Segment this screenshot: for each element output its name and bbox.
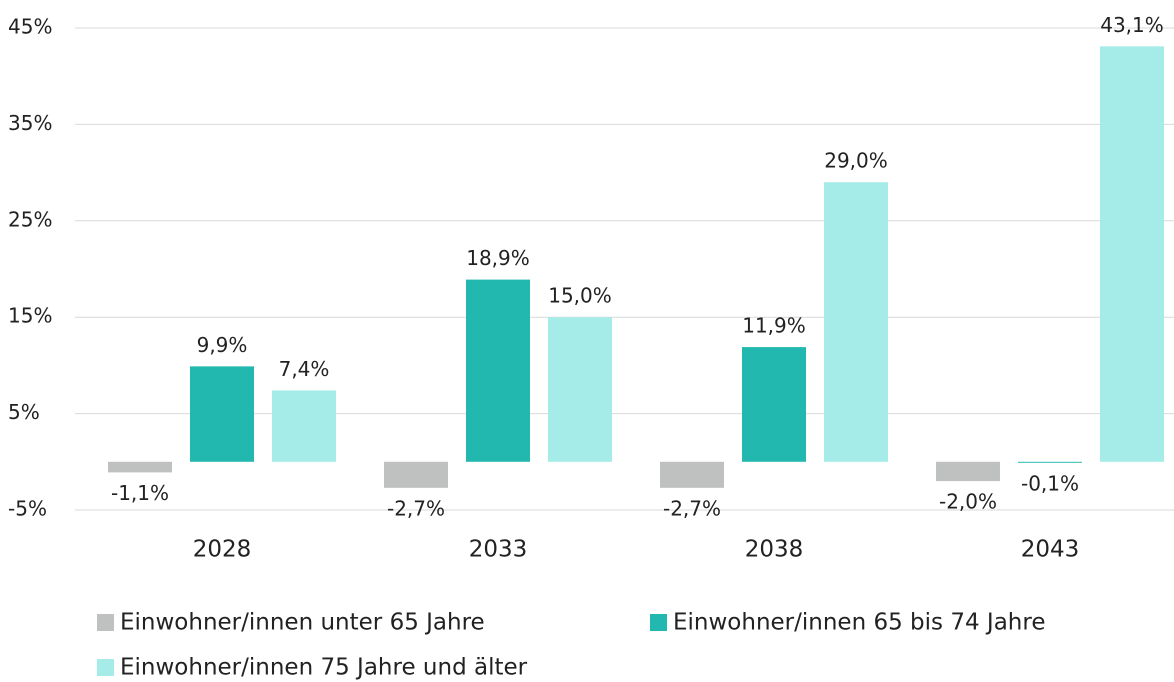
bar	[190, 366, 254, 462]
legend-label: Einwohner/innen unter 65 Jahre	[120, 610, 485, 636]
y-tick-label: 45%	[8, 15, 52, 39]
legend-swatch	[97, 614, 114, 631]
data-label: 43,1%	[1100, 13, 1164, 37]
data-label: 9,9%	[197, 333, 248, 357]
bar	[384, 461, 448, 488]
data-label: 29,0%	[824, 149, 888, 173]
data-label: -2,7%	[663, 496, 721, 520]
data-label: -2,0%	[939, 490, 997, 514]
y-tick-label: 15%	[8, 304, 52, 328]
data-label: -0,1%	[1021, 471, 1079, 495]
bar	[272, 390, 336, 462]
data-label: 15,0%	[548, 284, 612, 308]
data-label: -2,7%	[387, 496, 445, 520]
bar	[742, 347, 806, 462]
y-tick-label: 5%	[8, 400, 40, 424]
legend-swatch	[650, 614, 667, 631]
bar	[660, 461, 724, 488]
x-tick-label: 2033	[469, 537, 528, 563]
bar	[466, 279, 530, 462]
x-tick-label: 2043	[1021, 537, 1080, 563]
bar	[548, 317, 612, 462]
data-label: 7,4%	[279, 357, 330, 381]
y-tick-label: -5%	[8, 497, 47, 521]
bar	[824, 182, 888, 462]
data-label: 11,9%	[742, 314, 806, 338]
x-tick-label: 2028	[193, 537, 252, 563]
bar	[108, 461, 172, 473]
legend-label: Einwohner/innen 65 bis 74 Jahre	[673, 610, 1045, 636]
bar	[936, 461, 1000, 482]
data-label: -1,1%	[111, 481, 169, 505]
legend-label: Einwohner/innen 75 Jahre und älter	[120, 655, 528, 681]
y-tick-label: 35%	[8, 111, 52, 135]
x-tick-label: 2038	[745, 537, 804, 563]
bar	[1018, 461, 1082, 463]
bar	[1100, 46, 1164, 462]
data-label: 18,9%	[466, 246, 530, 270]
legend-swatch	[97, 659, 114, 676]
y-tick-label: 25%	[8, 207, 52, 231]
